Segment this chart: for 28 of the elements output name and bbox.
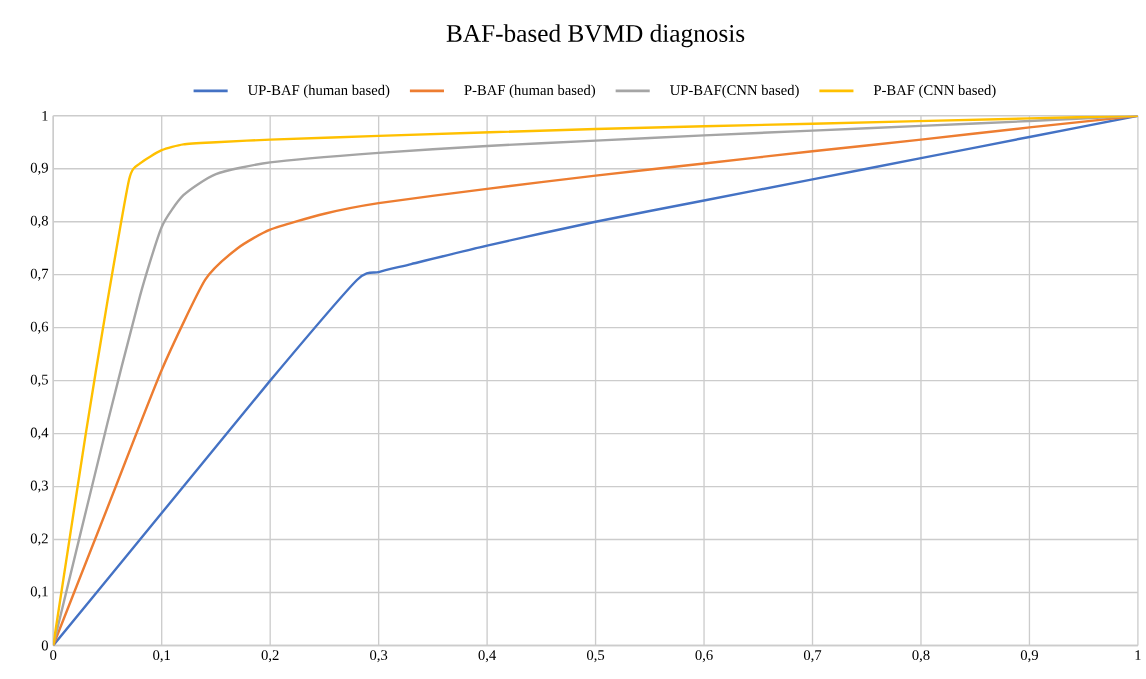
y-tick-label: 0,5 [30,374,48,387]
x-tick-label: 0,8 [912,650,930,663]
x-tick-label: 0,9 [1020,650,1038,663]
x-tick-label: 0,4 [478,650,497,663]
x-tick-label: 0,7 [803,650,822,663]
chart-title: BAF-based BVMD diagnosis [446,24,745,48]
legend-label: UP-BAF (human based) [247,84,390,99]
legend-label: P-BAF (CNN based) [873,84,996,99]
x-tick-label: 0 [50,650,57,661]
y-tick-label: 1 [42,111,48,121]
y-tick-label: 0,6 [30,321,49,334]
legend-label: P-BAF (human based) [464,84,596,99]
y-tick-label: 0,7 [30,268,49,281]
x-tick-label: 0,2 [261,650,279,663]
line-series [53,115,1138,646]
y-tick-label: 0,8 [30,215,48,228]
y-tick-label: 0 [41,640,48,651]
y-tick-label: 0,9 [30,162,48,175]
y-tick-label: 0,1 [30,586,48,599]
y-tick-label: 0,2 [30,533,48,546]
x-tick-label: 0,1 [153,650,170,663]
x-tick-label: 0,3 [370,650,388,663]
x-tick-label: 1 [1135,650,1141,660]
y-tick-label: 0,4 [30,427,49,440]
y-tick-label: 0,3 [30,480,48,493]
legend-label: UP-BAF(CNN based) [670,84,799,99]
x-tick-label: 0,5 [586,650,605,663]
x-tick-label: 0,6 [695,650,713,663]
